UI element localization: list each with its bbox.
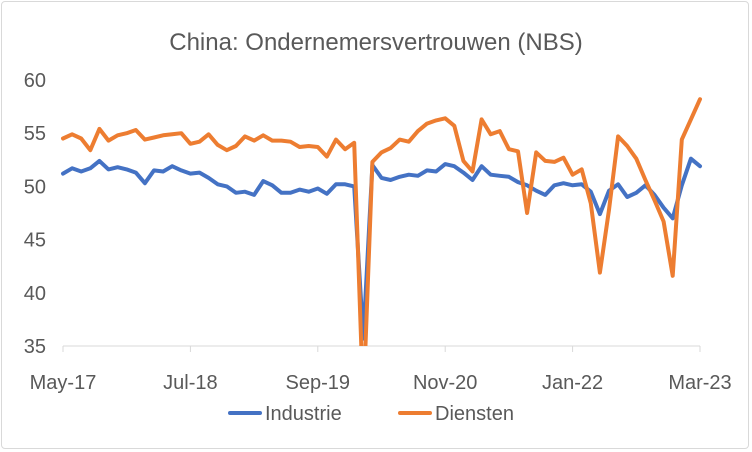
- x-tick-label: Jul-18: [163, 372, 217, 394]
- y-tick-label: 55: [24, 123, 46, 145]
- y-tick-label: 40: [24, 283, 46, 305]
- series-line-industrie: [61, 156, 702, 341]
- chart-title: China: Ondernemersvertrouwen (NBS): [169, 29, 583, 56]
- x-tick-label: May-17: [30, 372, 97, 394]
- x-tick-label: Sep-19: [286, 372, 351, 394]
- y-tick-label: 45: [24, 230, 46, 252]
- x-tick-label: Jan-22: [542, 372, 603, 394]
- legend-label: Industrie: [265, 403, 342, 425]
- x-tick-label: Nov-20: [413, 372, 477, 394]
- y-tick-label: 60: [24, 70, 46, 92]
- legend-label: Diensten: [435, 403, 514, 425]
- y-tick-label: 35: [24, 336, 46, 358]
- y-tick-label: 50: [24, 176, 46, 198]
- series-line-diensten: [61, 97, 702, 346]
- x-tick-label: Mar-23: [668, 372, 731, 394]
- legend-item-diensten: Diensten: [398, 403, 514, 425]
- legend-item-industrie: Industrie: [228, 403, 342, 425]
